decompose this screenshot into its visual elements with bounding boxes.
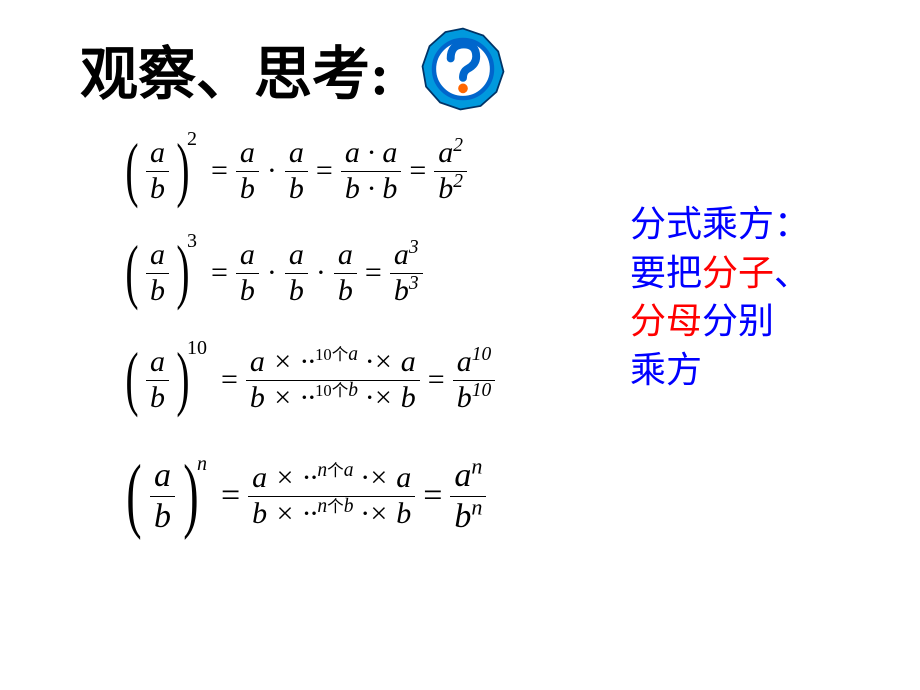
equation-row-1: ( ab ) 2 = ab · ab = a · a b · b = a2 b2: [120, 120, 497, 222]
equation-row-3: ( ab ) 10 = a × ··10个a ·× a b × ··10个b ·…: [120, 324, 497, 436]
equation-row-4: ( ab ) n = a × ··n个a ·× a b × ··n个b ·× b…: [120, 436, 497, 556]
math-equations-area: ( ab ) 2 = ab · ab = a · a b · b = a2 b2…: [120, 120, 497, 556]
question-icon: [419, 25, 507, 113]
note-line-1: 分式乘方：: [630, 200, 890, 249]
note-line-3: 分母分别: [630, 297, 890, 346]
equation-row-2: ( ab ) 3 = ab · ab · ab = a3 b3: [120, 222, 497, 324]
rule-note: 分式乘方： 要把分子、 分母分别 乘方: [630, 200, 890, 394]
note-line-2: 要把分子、: [630, 249, 890, 298]
page-title: 观察、思考:: [80, 27, 389, 111]
note-line-4: 乘方: [630, 346, 890, 395]
title-row: 观察、思考:: [80, 25, 507, 113]
